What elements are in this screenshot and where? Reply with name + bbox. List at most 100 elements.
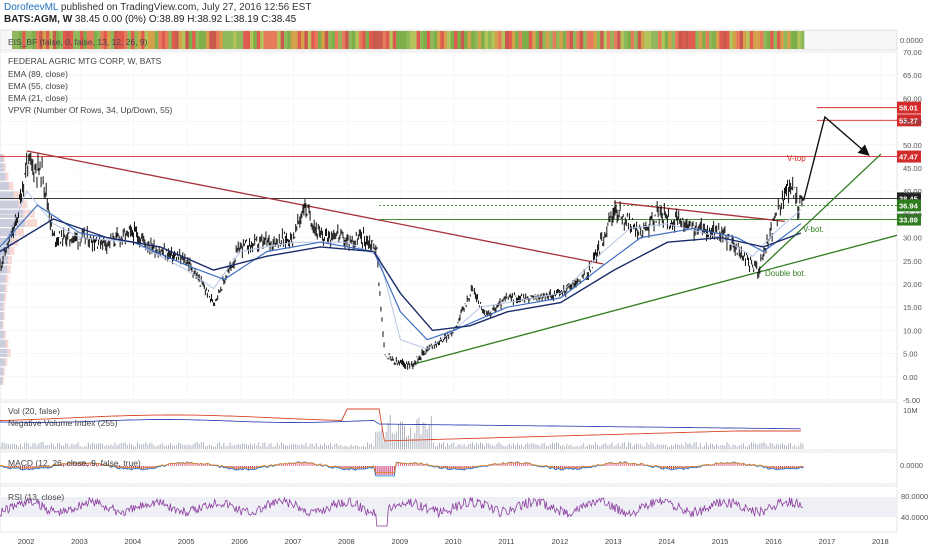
eis-bar xyxy=(651,31,655,49)
eis-bar xyxy=(25,31,30,49)
eis-bar xyxy=(420,31,424,49)
eis-tick: 0.0000 xyxy=(900,36,923,45)
eis-bar xyxy=(423,31,427,49)
eis-bar xyxy=(97,31,101,49)
eis-bar xyxy=(498,31,502,49)
eis-bar xyxy=(668,31,672,49)
eis-bar xyxy=(49,31,53,49)
eis-bar xyxy=(205,31,210,49)
eis-bar xyxy=(284,31,288,49)
year-tick: 2014 xyxy=(658,537,675,546)
eis-bar xyxy=(202,31,206,49)
volume-bars xyxy=(0,414,804,449)
eis-bar xyxy=(103,31,108,49)
eis-bar xyxy=(304,31,308,49)
eis-bar xyxy=(392,31,397,49)
eis-bar xyxy=(600,31,604,49)
eis-bar xyxy=(403,31,407,49)
eis-bar xyxy=(18,31,23,49)
eis-bar xyxy=(154,31,159,49)
eis-bar xyxy=(148,31,152,49)
eis-bar xyxy=(222,31,227,49)
author-link[interactable]: DorofeevML xyxy=(4,2,59,13)
eis-bar xyxy=(481,31,485,49)
vpvr-bar-down xyxy=(0,265,8,274)
price-tick: 20.00 xyxy=(903,280,922,289)
eis-bar xyxy=(508,31,512,49)
eis-bar xyxy=(209,31,213,49)
eis-bar xyxy=(168,31,172,49)
eis-bar xyxy=(301,31,305,49)
eis-bar xyxy=(719,31,723,49)
time-axis: 2002 2003 2004 2005 2006 2007 2008 2009 2010 2011… xyxy=(18,537,889,546)
eis-bar xyxy=(328,31,332,49)
eis-bar xyxy=(158,31,162,49)
eis-bar xyxy=(678,31,682,49)
eis-bar xyxy=(457,31,461,49)
eis-bar xyxy=(144,31,149,49)
trendline xyxy=(26,150,604,265)
rsi-line xyxy=(0,496,804,527)
eis-bar xyxy=(345,31,349,49)
eis-bar xyxy=(763,31,767,49)
year-tick: 2018 xyxy=(872,537,889,546)
eis-bar xyxy=(314,31,319,49)
vpvr-bar-down xyxy=(0,228,16,237)
vpvr-bar-down xyxy=(0,321,3,330)
eis-bar xyxy=(736,31,740,49)
eis-bar xyxy=(501,31,506,49)
price-tick: 5.00 xyxy=(903,350,918,359)
eis-bar xyxy=(318,31,322,49)
symbol-label: BATS:AGM, W xyxy=(4,14,73,25)
trendline xyxy=(757,153,882,271)
year-tick: 2007 xyxy=(285,537,302,546)
eis-bar xyxy=(624,31,628,49)
eis-bar xyxy=(243,31,247,49)
year-tick: 2010 xyxy=(445,537,462,546)
macd-signal-line xyxy=(0,461,804,474)
eis-bar xyxy=(464,31,468,49)
eis-bar xyxy=(93,31,98,49)
eis-bar xyxy=(583,31,587,49)
eis-bar xyxy=(124,31,128,49)
vpvr-bar-down xyxy=(0,191,14,200)
vpvr-bar-down xyxy=(0,367,4,376)
eis-bar xyxy=(702,31,706,49)
eis-bar xyxy=(100,31,104,49)
eis-bar xyxy=(552,31,557,49)
vpvr-bar-down xyxy=(0,311,4,320)
eis-bar xyxy=(746,31,750,49)
eis-bar xyxy=(375,31,380,49)
eis-bar xyxy=(777,31,781,49)
v-top-annotation: V-top xyxy=(787,154,806,163)
eis-bar xyxy=(715,31,720,49)
eis-bar xyxy=(321,31,325,49)
eis-bar xyxy=(239,31,244,49)
eis-bar xyxy=(22,31,26,49)
eis-bar xyxy=(627,31,631,49)
eis-bar xyxy=(161,31,166,49)
eis-bar xyxy=(185,31,189,49)
price-tick: 0.00 xyxy=(903,373,918,382)
trendlines xyxy=(26,150,898,366)
eis-bar xyxy=(219,31,223,49)
eis-bar xyxy=(199,31,203,49)
eis-bar xyxy=(511,31,516,49)
rsi-tick-80: 80.0000 xyxy=(901,492,928,501)
ema89-label: EMA (89, close) xyxy=(8,69,68,79)
eis-bar xyxy=(722,31,727,49)
eis-bar xyxy=(267,31,271,49)
eis-bar xyxy=(355,31,359,49)
eis-bar xyxy=(753,31,757,49)
eis-bar xyxy=(335,31,339,49)
eis-bar xyxy=(63,31,67,49)
level-value: 36.94 xyxy=(899,201,919,210)
nvi-line xyxy=(0,408,801,442)
ema21-label: EMA (21, close) xyxy=(8,93,68,103)
eis-bar xyxy=(794,31,798,49)
eis-bar xyxy=(348,31,353,49)
rsi-band xyxy=(0,497,897,517)
v-bot-annotation: V-bot. xyxy=(803,225,824,234)
